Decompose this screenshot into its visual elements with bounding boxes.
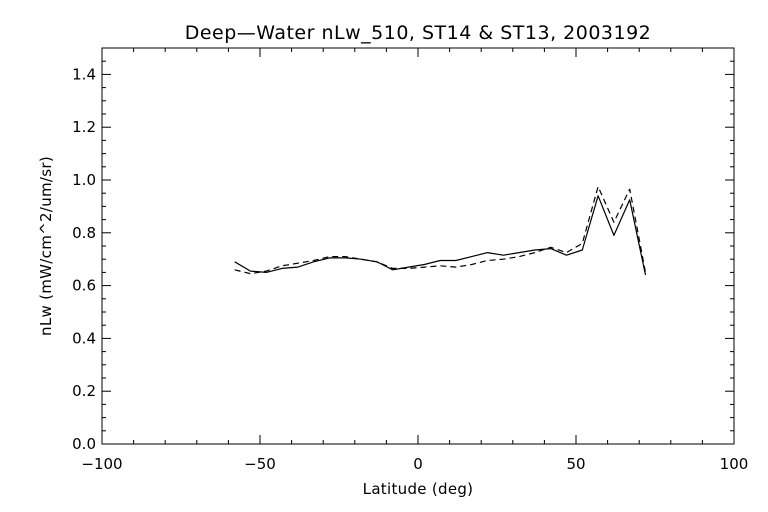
x-axis-label: Latitude (deg) <box>363 480 474 498</box>
x-axis-tick-labels: −100 −50 0 50 100 <box>81 455 748 473</box>
x-tick-label: −50 <box>244 455 276 473</box>
x-axis-ticks <box>101 48 735 444</box>
y-axis-ticks <box>102 47 734 445</box>
x-tick-label: 50 <box>566 455 585 473</box>
series-line-dashed <box>234 186 647 275</box>
x-tick-label: 0 <box>413 455 423 473</box>
chart-title: Deep—Water nLw_510, ST14 & ST13, 2003192 <box>185 22 652 44</box>
x-tick-label: 100 <box>720 455 749 473</box>
y-tick-label: 1.2 <box>72 118 96 136</box>
y-tick-label: 1.0 <box>72 171 96 189</box>
y-tick-label: 0.2 <box>72 382 96 400</box>
y-tick-label: 0.6 <box>72 277 96 295</box>
x-tick-label: −100 <box>81 455 122 473</box>
y-axis-tick-labels: 0.0 0.2 0.4 0.6 0.8 1.0 1.2 1.4 <box>72 65 96 453</box>
y-tick-label: 1.4 <box>72 65 96 83</box>
series-line-solid <box>234 195 647 276</box>
y-tick-label: 0.8 <box>72 224 96 242</box>
y-tick-label: 0.0 <box>72 435 96 453</box>
series-layer <box>234 186 647 276</box>
y-axis-label: nLw (mW/cm^2/um/sr) <box>37 156 55 336</box>
y-tick-label: 0.4 <box>72 329 96 347</box>
